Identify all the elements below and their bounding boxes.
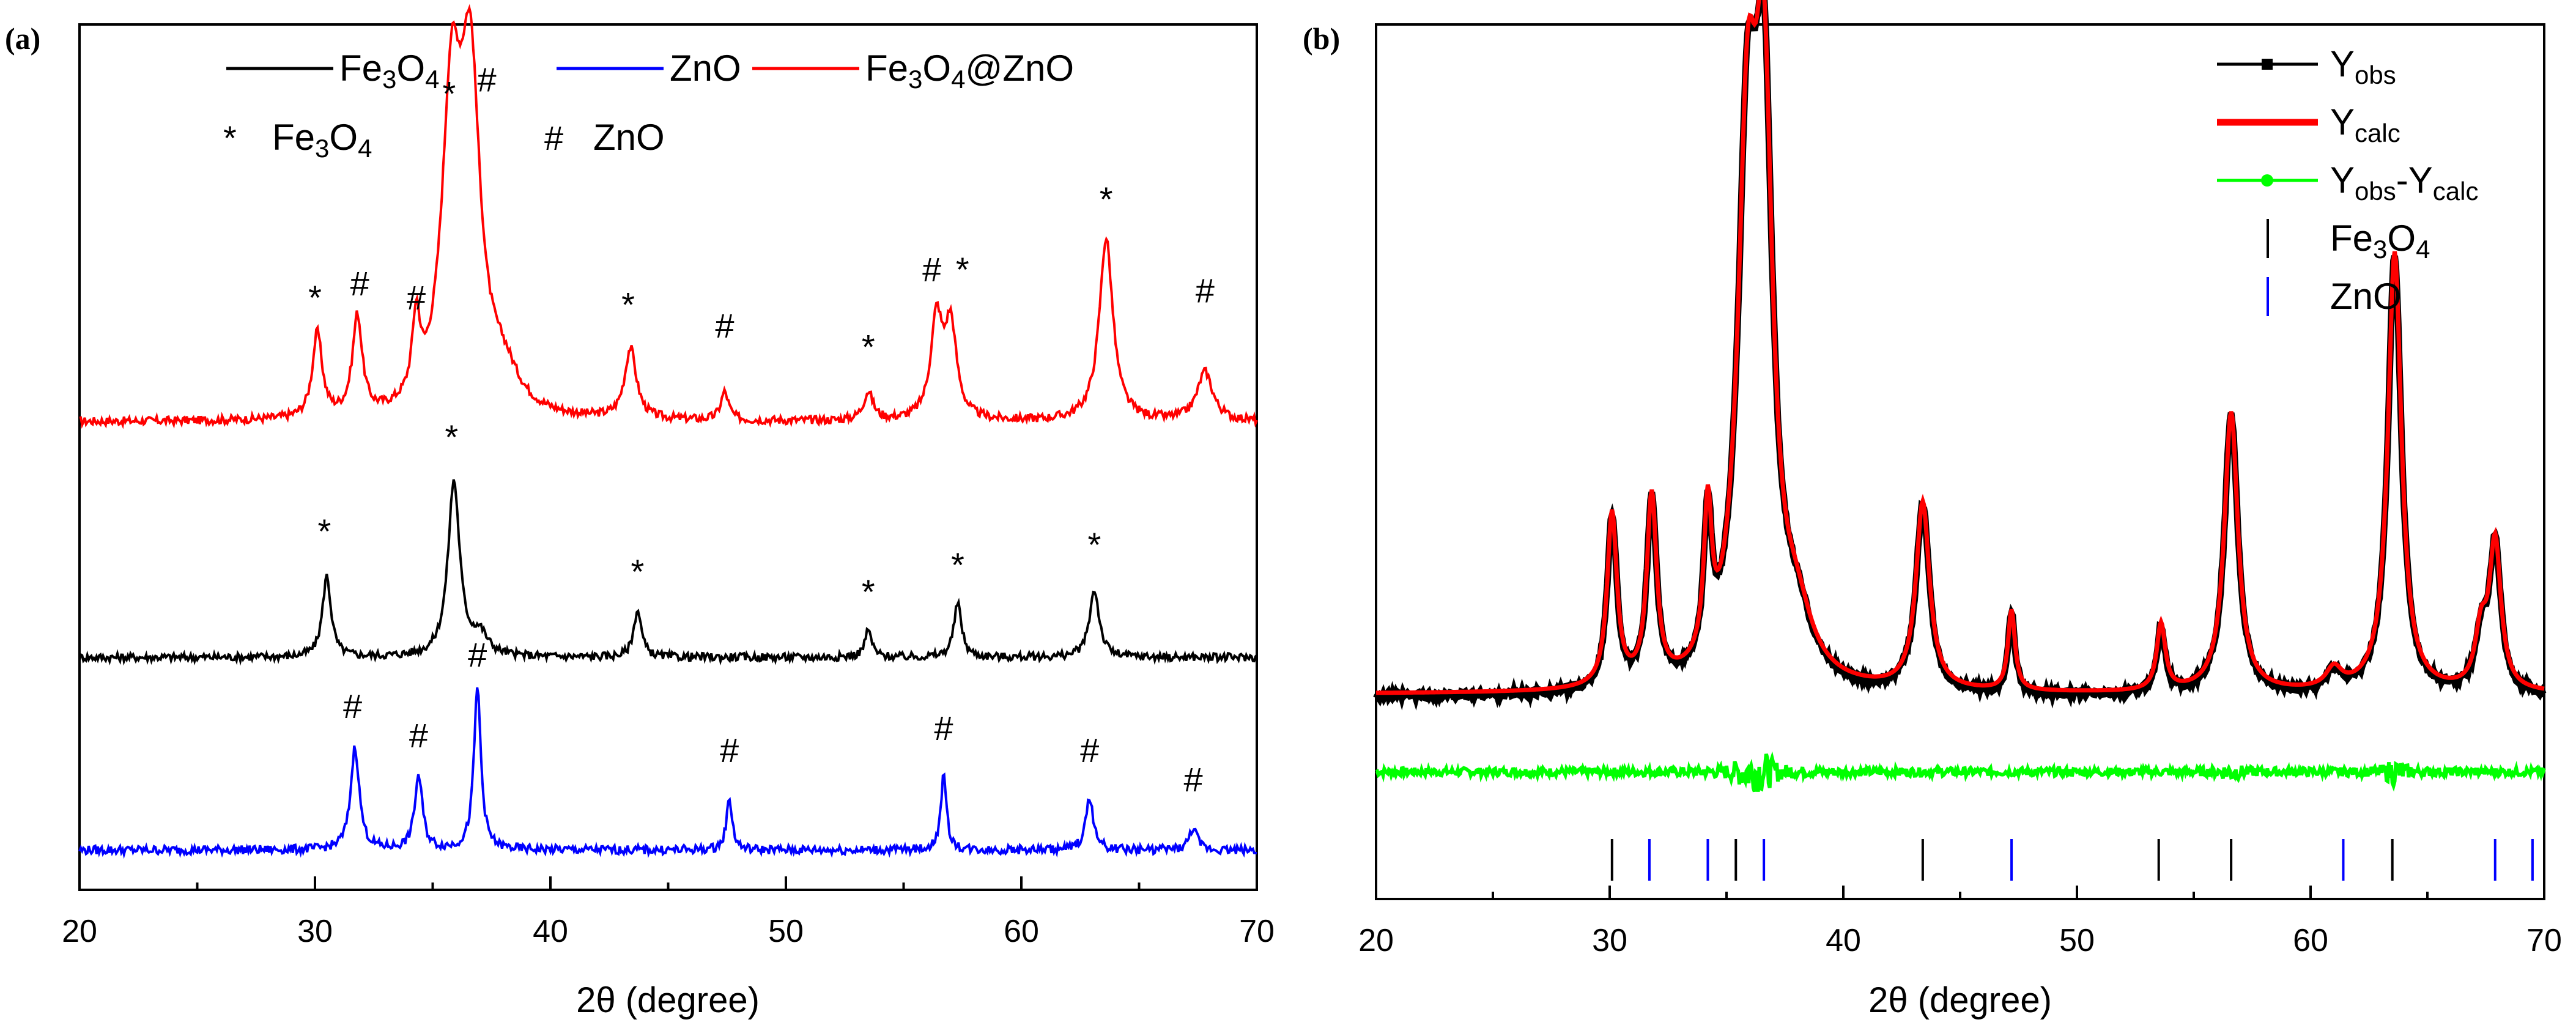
peak-marker-zno: # bbox=[343, 687, 362, 725]
peak-marker-fe3o4: * bbox=[1087, 525, 1101, 564]
peak-marker-fe3o4: * bbox=[1100, 180, 1113, 218]
peak-marker-zno: # bbox=[720, 731, 739, 769]
x-tick-label: 60 bbox=[2293, 923, 2328, 958]
series-line-Yobs bbox=[1373, 0, 2547, 711]
legend-label-Fe3O4: Fe3O4 bbox=[339, 48, 439, 94]
x-tick-label: 20 bbox=[62, 914, 97, 949]
peak-marker-zno: # bbox=[407, 278, 426, 317]
legend-marker-symbol: # bbox=[544, 119, 563, 157]
x-tick-label: 60 bbox=[1004, 914, 1039, 949]
panel-b-chart: (b) 20 30 40 50 60 70 2θ (degree) YobsYcalcYo… bbox=[1303, 0, 2562, 1020]
panel-b-plot-area bbox=[1373, 0, 2547, 881]
legend-label-ZnO: ZnO bbox=[2330, 276, 2402, 317]
x-tick-label: 30 bbox=[297, 914, 333, 949]
x-tick-label: 30 bbox=[1592, 923, 1627, 958]
peak-marker-zno: # bbox=[1183, 760, 1202, 799]
panel-b-x-axis-title: 2θ (degree) bbox=[1868, 980, 2052, 1020]
legend-marker-label: ZnO bbox=[593, 117, 665, 158]
x-tick-label: 50 bbox=[768, 914, 804, 949]
peak-marker-fe3o4: * bbox=[443, 75, 456, 113]
panel-a-label: (a) bbox=[5, 21, 40, 56]
legend-label-Fe3O4@ZnO: Fe3O4@ZnO bbox=[865, 48, 1074, 94]
legend-marker-label: Fe3O4 bbox=[272, 117, 372, 163]
panel-b-x-axis: 20 30 40 50 60 70 bbox=[1358, 886, 2562, 958]
legend-label-ZnO: ZnO bbox=[670, 48, 741, 89]
peak-marker-zno: # bbox=[934, 709, 953, 747]
series-line-Fe3O4 bbox=[78, 479, 1258, 666]
peak-marker-fe3o4: * bbox=[318, 512, 331, 550]
panel-a-legend: Fe3O4 ZnO Fe3O4@ZnO* Fe3O4 # ZnO bbox=[223, 48, 1074, 163]
series-line-Fe3O4@ZnO bbox=[79, 4, 1258, 429]
x-tick-label: 20 bbox=[1358, 923, 1394, 958]
x-tick-label: 50 bbox=[2059, 923, 2095, 958]
x-tick-label: 40 bbox=[533, 914, 568, 949]
peak-marker-fe3o4: * bbox=[445, 418, 458, 456]
peak-marker-zno: # bbox=[468, 635, 487, 674]
peak-marker-zno: # bbox=[1080, 731, 1099, 769]
legend-swatch-marker bbox=[2261, 174, 2273, 187]
peak-marker-fe3o4: * bbox=[308, 278, 322, 317]
peak-marker-zno: # bbox=[477, 61, 496, 99]
legend-label-Ycalc: Ycalc bbox=[2330, 102, 2400, 147]
peak-marker-zno: # bbox=[350, 264, 369, 303]
legend-marker-symbol: * bbox=[223, 119, 237, 157]
panel-a-x-axis: 20 30 40 50 60 70 bbox=[62, 876, 1275, 949]
peak-marker-fe3o4: * bbox=[631, 552, 645, 591]
panel-b-label: (b) bbox=[1303, 21, 1340, 56]
series-line-Ycalc bbox=[1375, 0, 2545, 695]
panel-a-chart: (a) * # # * # * # * # * * # * * * * * * # # # # # # # 20 30 40 50 60… bbox=[5, 4, 1275, 1020]
series-line-Yobs-Ycalc bbox=[1375, 751, 2546, 793]
peak-marker-fe3o4: * bbox=[621, 286, 635, 324]
peak-marker-zno: # bbox=[922, 250, 941, 289]
x-tick-label: 40 bbox=[1826, 923, 1861, 958]
panel-b-legend: Yobs Ycalc Yobs-Ycalc Fe3O4 ZnO bbox=[2217, 43, 2478, 317]
peak-marker-zno: # bbox=[409, 716, 428, 755]
x-tick-label: 70 bbox=[2526, 923, 2562, 958]
legend-label-Yobs: Yobs bbox=[2330, 43, 2396, 89]
peak-marker-fe3o4: * bbox=[862, 572, 875, 611]
panel-a-x-axis-title: 2θ (degree) bbox=[576, 980, 760, 1020]
x-tick-label: 70 bbox=[1239, 914, 1275, 949]
series-line-ZnO bbox=[78, 687, 1257, 859]
legend-label-Fe3O4: Fe3O4 bbox=[2330, 218, 2430, 264]
panel-a-plot-area: * # # * # * # * # * * # * * * * * * # # # # # # # bbox=[78, 4, 1258, 859]
peak-marker-zno: # bbox=[1196, 272, 1215, 310]
peak-marker-zno: # bbox=[715, 306, 734, 345]
legend-label-Yobs-Ycalc: Yobs-Ycalc bbox=[2330, 160, 2478, 205]
peak-marker-fe3o4: * bbox=[862, 328, 875, 366]
peak-marker-fe3o4: * bbox=[956, 250, 969, 289]
peak-marker-fe3o4: * bbox=[951, 546, 964, 584]
legend-swatch-marker bbox=[2262, 59, 2273, 70]
